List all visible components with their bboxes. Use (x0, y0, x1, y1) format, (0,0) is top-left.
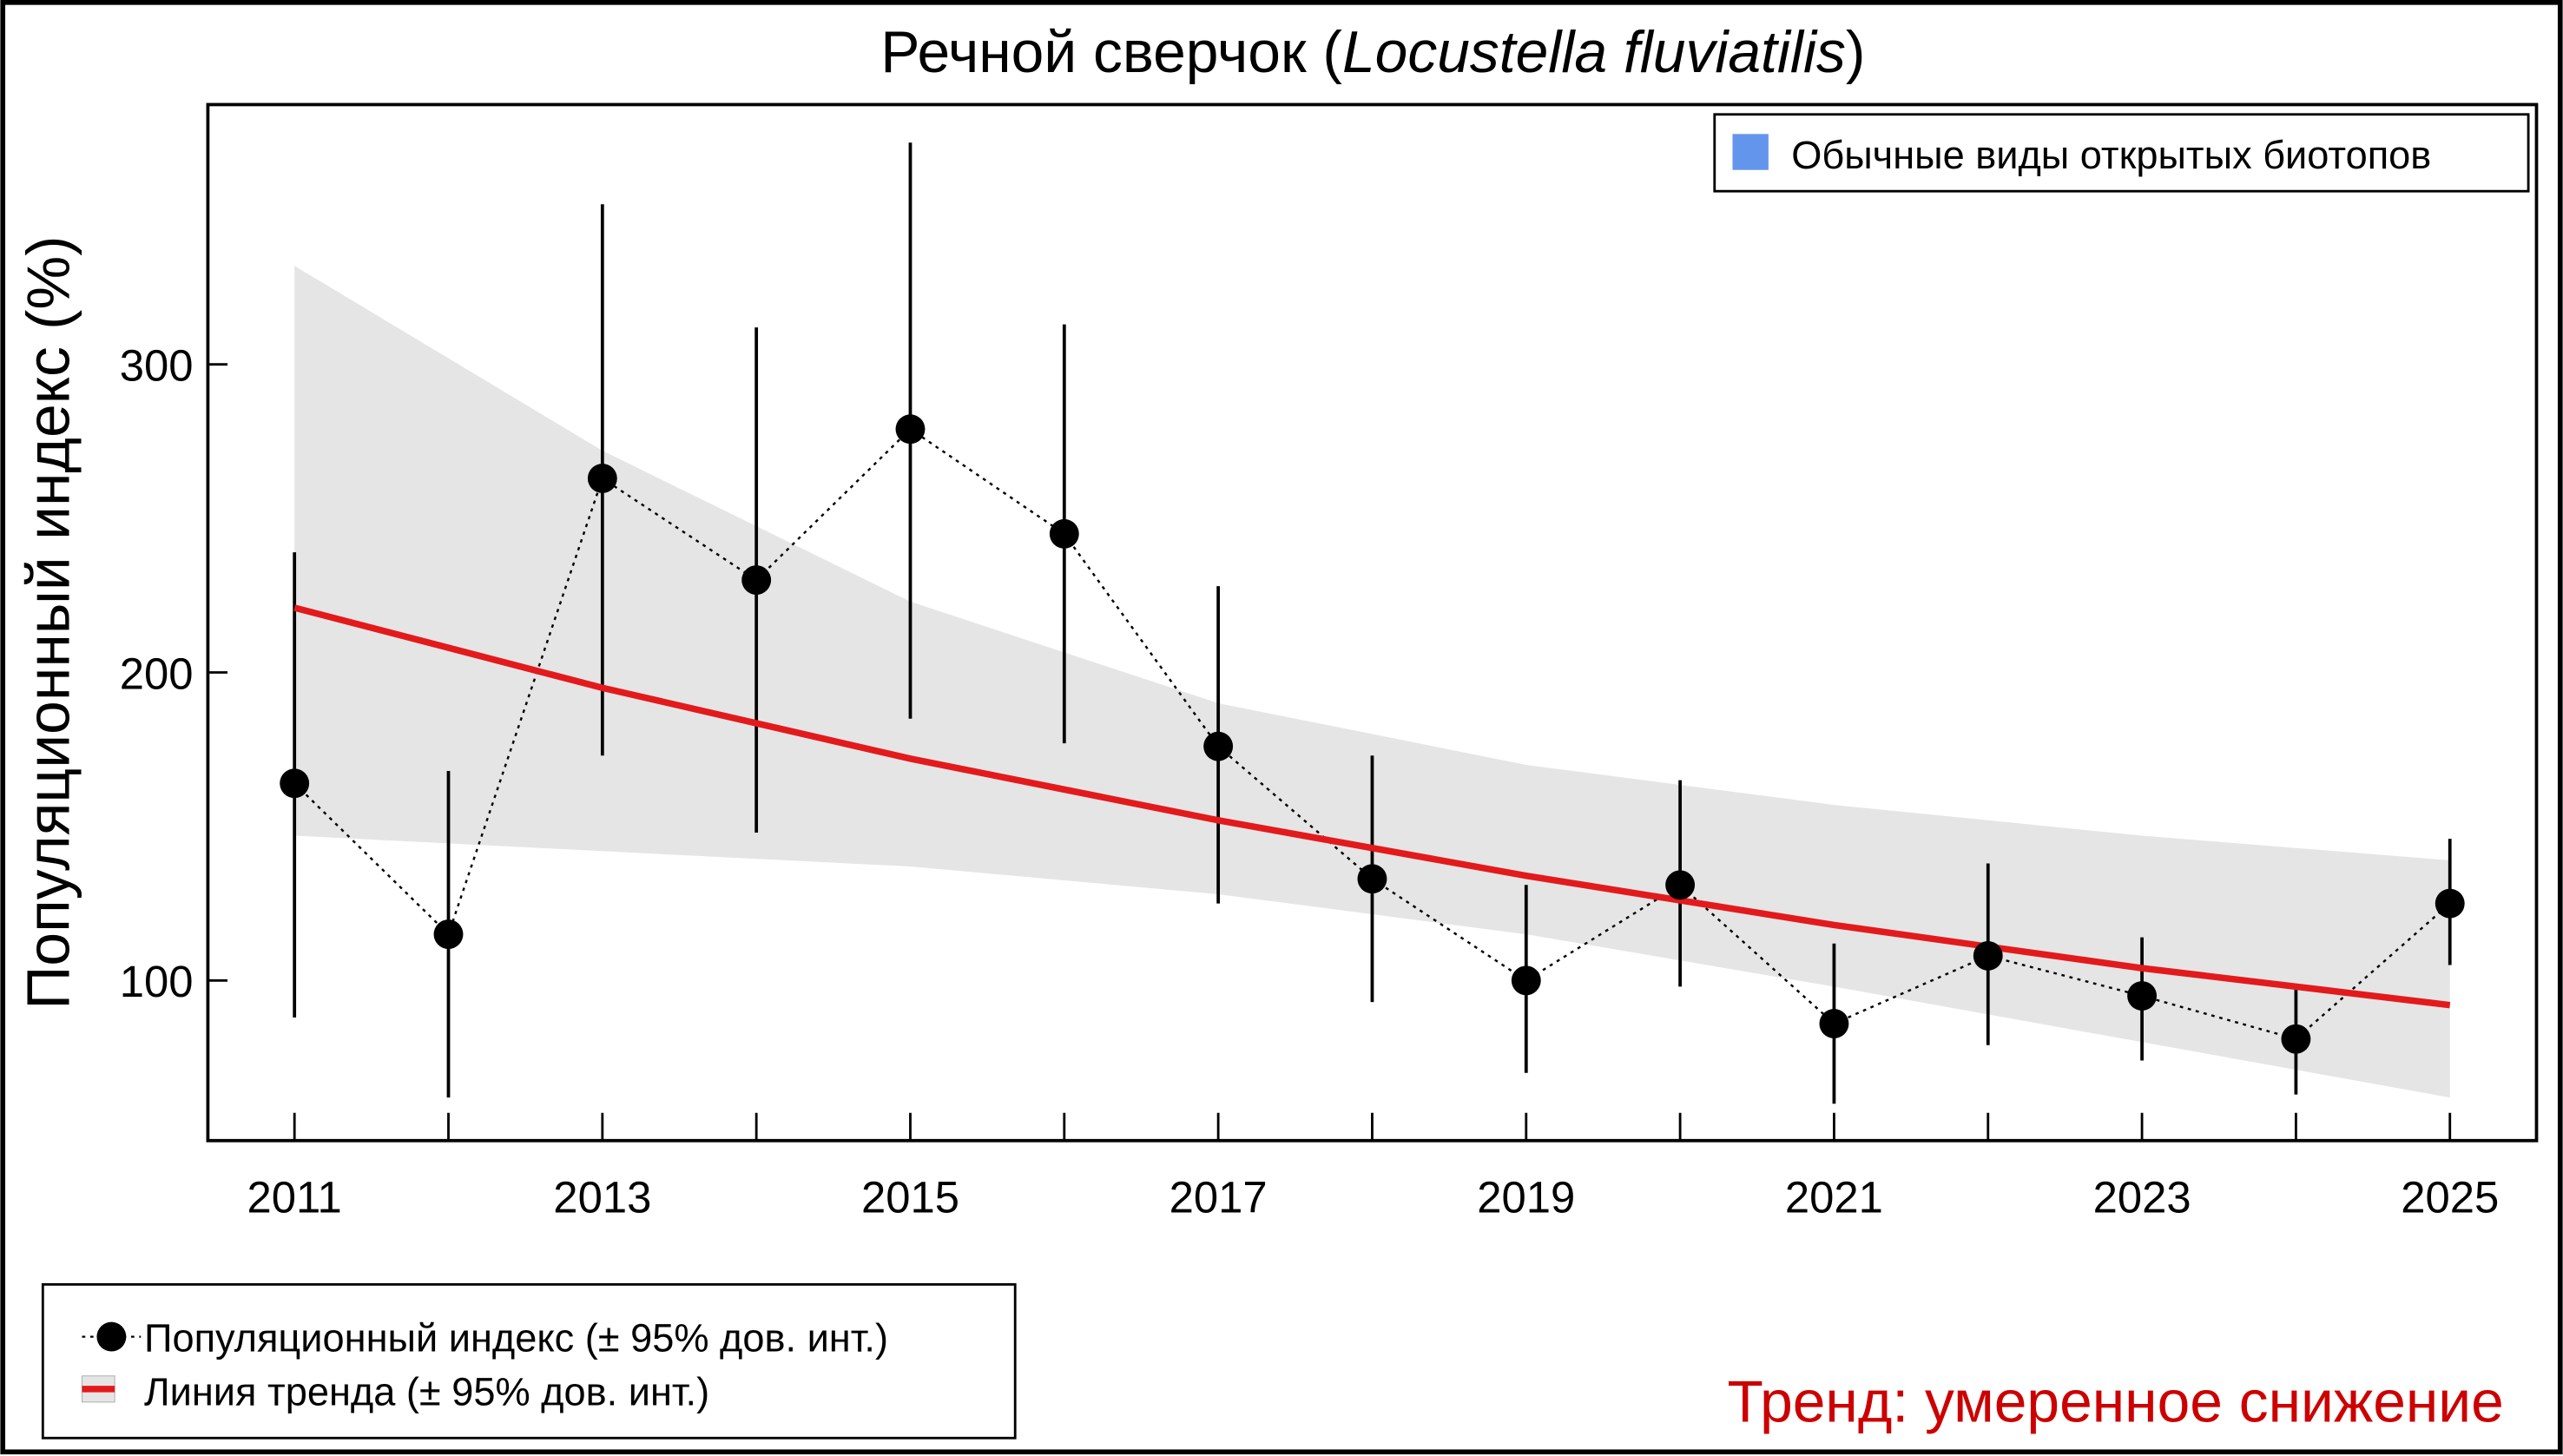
data-point-2016 (1049, 518, 1079, 549)
x-tick-label: 2017 (1169, 1173, 1268, 1222)
confidence-band (294, 266, 2450, 1098)
data-point-2020 (1665, 870, 1696, 900)
group-legend: Обычные виды открытых биотопов (1713, 113, 2530, 193)
x-tick-label: 2011 (247, 1173, 342, 1222)
group-legend-label: Обычные виды открытых биотопов (1791, 133, 2431, 177)
legend-label-trend: Линия тренда (± 95% дов. инт.) (144, 1370, 709, 1414)
data-point-2017 (1203, 731, 1234, 761)
legend-point-marker (96, 1321, 127, 1352)
y-tick-label: 300 (120, 341, 194, 391)
data-point-2022 (1973, 940, 2003, 971)
x-tick-label: 2013 (553, 1173, 651, 1222)
trend-annotation: Тренд: умеренное снижение (1727, 1369, 2503, 1434)
data-point-2024 (2281, 1024, 2311, 1054)
data-point-2023 (2127, 981, 2158, 1011)
y-tick-label: 100 (120, 957, 194, 1006)
x-tick-label: 2023 (2093, 1173, 2191, 1222)
data-point-2011 (280, 768, 310, 799)
legend-label-index: Популяционный индекс (± 95% дов. инт.) (144, 1316, 888, 1360)
y-axis-label: Популяционный индекс (%) (14, 236, 82, 1010)
data-point-2014 (741, 565, 772, 596)
x-tick-label: 2015 (861, 1173, 959, 1222)
trend-line (293, 604, 2451, 1009)
group-legend-swatch (1732, 134, 1769, 170)
y-tick-label: 200 (120, 649, 194, 698)
data-point-2019 (1511, 965, 1541, 996)
data-point-2021 (1819, 1009, 1849, 1038)
x-tick-label: 2021 (1785, 1173, 1883, 1222)
trend-band (294, 266, 2450, 1098)
x-tick-label: 2025 (2401, 1173, 2499, 1222)
data-point-2012 (433, 919, 464, 950)
chart-title: Речной сверчок (Locustella fluviatilis) (880, 20, 1865, 85)
data-point-2018 (1357, 864, 1387, 894)
data-point-2013 (587, 464, 617, 493)
data-point-2025 (2435, 888, 2465, 919)
series-legend: Популяционный индекс (± 95% дов. инт.) Л… (41, 1282, 1017, 1440)
data-point-2015 (895, 414, 926, 445)
x-tick-label: 2019 (1477, 1173, 1575, 1222)
